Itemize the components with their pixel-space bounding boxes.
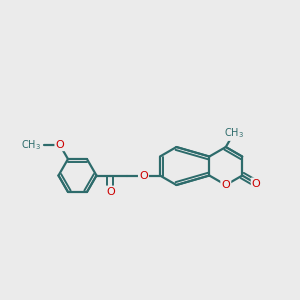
Text: O: O: [106, 187, 115, 197]
Text: O: O: [139, 170, 148, 181]
Text: CH$_3$: CH$_3$: [21, 138, 41, 152]
Text: O: O: [221, 180, 230, 190]
Text: CH$_3$: CH$_3$: [224, 126, 244, 140]
Text: O: O: [252, 178, 261, 189]
Text: O: O: [56, 140, 64, 150]
